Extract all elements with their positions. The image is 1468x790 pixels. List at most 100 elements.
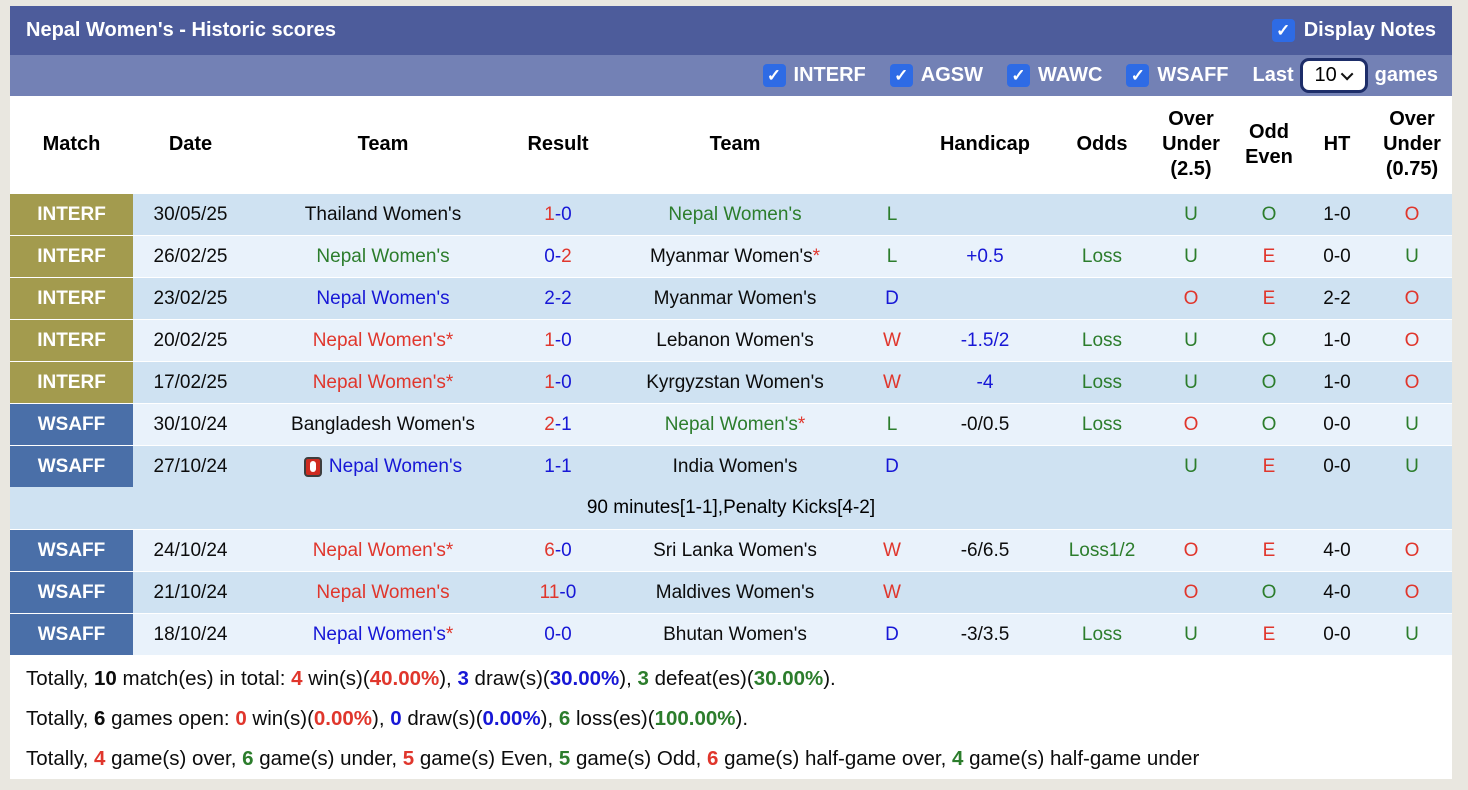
team-label: Sri Lanka Women's — [653, 539, 817, 561]
result-score: 0-0 — [518, 614, 598, 655]
wawc-checkbox[interactable]: ✓ — [1006, 64, 1030, 87]
handicap-value: -1.5/2 — [960, 329, 1010, 351]
display-notes-label: Display Notes — [1303, 19, 1436, 41]
team-label: Nepal Women's — [316, 245, 450, 267]
team-label: Myanmar Women's — [653, 287, 817, 309]
summary-segment: 5 — [558, 747, 571, 770]
over-under-075: O — [1404, 203, 1420, 225]
away-team-name[interactable]: Myanmar Women's — [598, 278, 872, 319]
star-marker: * — [445, 371, 454, 393]
over-under-25: U — [1184, 371, 1198, 393]
away-score: 0 — [561, 371, 572, 393]
away-team-name[interactable]: India Women's — [598, 446, 872, 487]
away-team-name[interactable]: Sri Lanka Women's — [598, 530, 872, 571]
wsaff-checkbox[interactable]: ✓ — [1126, 64, 1150, 87]
home-team-name[interactable]: Bangladesh Women's — [248, 404, 518, 445]
home-team-name[interactable]: Thailand Women's — [248, 194, 518, 235]
interf-checkbox[interactable]: ✓ — [762, 64, 786, 87]
match-date: 17/02/25 — [153, 371, 228, 393]
home-team-name[interactable]: Nepal Women's — [248, 278, 518, 319]
summary-segment: game(s) Even, — [414, 747, 559, 770]
odd-even: E — [1262, 455, 1276, 477]
agsw-checkbox[interactable]: ✓ — [889, 64, 913, 87]
home-team-name[interactable]: Nepal Women's — [248, 572, 518, 613]
header-over-under-075: Over Under (0.75) — [1383, 108, 1441, 180]
star-marker: * — [445, 539, 454, 561]
summary: Totally, 10 match(es) in total: 4 win(s)… — [10, 655, 1452, 779]
star-marker: * — [812, 245, 821, 267]
content-panel: Nepal Women's - Historic scores ✓ Displa… — [10, 6, 1452, 779]
title-bar: Nepal Women's - Historic scores ✓ Displa… — [10, 6, 1452, 55]
filter-wawc[interactable]: ✓ WAWC — [1006, 64, 1102, 87]
odds-result — [1058, 446, 1146, 487]
home-team-name[interactable]: Nepal Women's — [248, 236, 518, 277]
header-home-team: Team — [357, 133, 409, 155]
over-under-25: U — [1184, 245, 1198, 267]
away-team-name[interactable]: Bhutan Women's — [598, 614, 872, 655]
over-under-25: U — [1184, 203, 1198, 225]
home-team-name[interactable]: Nepal Women's * — [248, 320, 518, 361]
half-time-score: 4-0 — [1323, 539, 1351, 561]
over-under-25: U — [1184, 329, 1198, 351]
away-team-name[interactable]: Lebanon Women's — [598, 320, 872, 361]
handicap-value: +0.5 — [966, 245, 1004, 267]
away-team-name[interactable]: Nepal Women's * — [598, 404, 872, 445]
over-under-075: U — [1405, 623, 1419, 645]
match-date: 18/10/24 — [153, 623, 228, 645]
header-odds: Odds — [1076, 133, 1128, 155]
home-score: 0 — [544, 623, 555, 645]
chevron-down-icon — [1340, 67, 1354, 81]
home-score: 2 — [544, 287, 555, 309]
team-label: Maldives Women's — [655, 581, 815, 603]
over-under-075: O — [1404, 581, 1420, 603]
league-badge: INTERF — [10, 194, 133, 235]
odd-even: O — [1261, 203, 1277, 225]
display-notes-toggle[interactable]: ✓ Display Notes — [1271, 19, 1436, 42]
odds-result: Loss1/2 — [1068, 539, 1136, 561]
home-team-name[interactable]: Nepal Women's * — [248, 614, 518, 655]
away-score: 1 — [561, 455, 572, 477]
score-dash: - — [554, 329, 562, 351]
summary-segment: game(s) under, — [253, 747, 403, 770]
league-badge: INTERF — [10, 278, 133, 319]
odd-even: O — [1261, 371, 1277, 393]
away-team-name[interactable]: Myanmar Women's * — [598, 236, 872, 277]
odds-result: Loss — [1081, 371, 1123, 393]
home-score: 1 — [544, 371, 555, 393]
filter-interf[interactable]: ✓ INTERF — [762, 64, 866, 87]
league-badge: WSAFF — [10, 446, 133, 487]
match-date: 30/05/25 — [153, 203, 228, 225]
home-team-name[interactable]: Nepal Women's * — [248, 362, 518, 403]
home-team-name[interactable]: Nepal Women's * — [248, 530, 518, 571]
summary-segment: game(s) over, — [105, 747, 243, 770]
odd-even: O — [1261, 413, 1277, 435]
team-label: Bhutan Women's — [663, 623, 807, 645]
summary-segment: 6 — [707, 747, 719, 770]
away-team-name[interactable]: Kyrgyzstan Women's — [598, 362, 872, 403]
half-time-score: 1-0 — [1323, 329, 1351, 351]
games-count-select[interactable]: 10 — [1299, 58, 1368, 93]
handicap-value — [912, 278, 1058, 319]
filter-agsw[interactable]: ✓ AGSW — [889, 64, 983, 87]
summary-segment: 30.00% — [549, 667, 620, 690]
score-dash: - — [554, 287, 562, 309]
away-team-name[interactable]: Maldives Women's — [598, 572, 872, 613]
odds-result: Loss — [1081, 413, 1123, 435]
wsaff-label: WSAFF — [1157, 64, 1229, 86]
home-team-name[interactable]: Nepal Women's — [248, 446, 518, 487]
table-row: INTERF 17/02/25 Nepal Women's * 1-0 Kyrgyzsta… — [10, 361, 1452, 403]
display-notes-checkbox[interactable]: ✓ — [1271, 19, 1295, 42]
penalty-note-row: 90 minutes[1-1],Penalty Kicks[4-2] — [10, 487, 1452, 529]
over-under-075: O — [1404, 287, 1420, 309]
star-marker: * — [797, 413, 806, 435]
away-team-name[interactable]: Nepal Women's — [598, 194, 872, 235]
summary-segment: win(s)( — [246, 707, 314, 730]
half-time-score: 0-0 — [1323, 413, 1351, 435]
header-match: Match — [42, 133, 101, 155]
agsw-label: AGSW — [920, 64, 983, 86]
filter-wsaff[interactable]: ✓ WSAFF — [1126, 64, 1229, 87]
header-result: Result — [527, 133, 589, 155]
handicap-value — [912, 572, 1058, 613]
summary-segment: game(s) half-game over, — [718, 747, 952, 770]
odd-even: E — [1262, 245, 1276, 267]
